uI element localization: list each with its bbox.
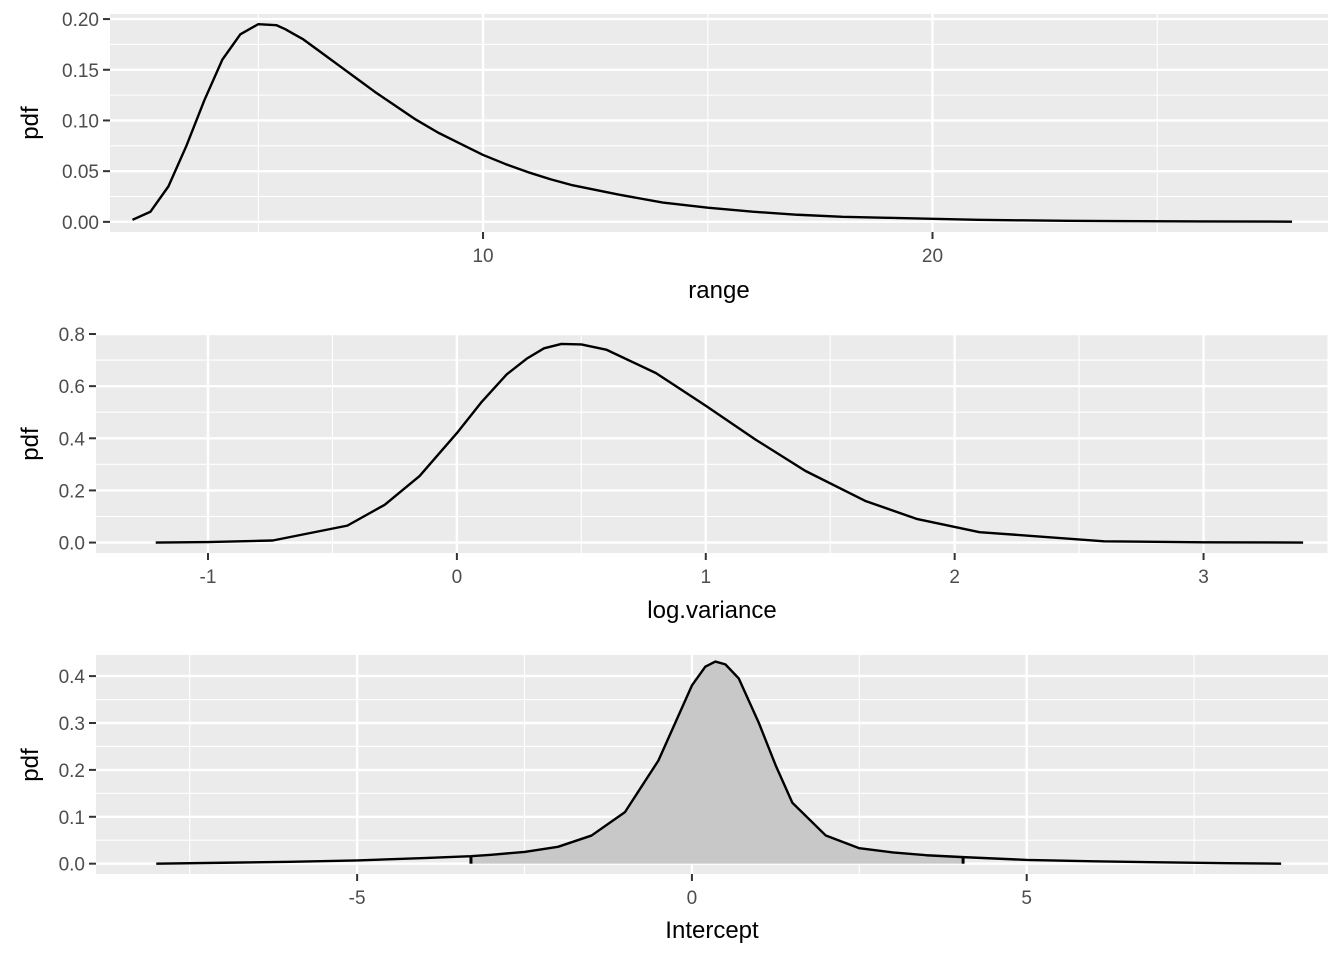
y-tick-label: 0.00 xyxy=(62,213,99,234)
panel-background xyxy=(96,334,1328,553)
y-tick-label: 0.6 xyxy=(59,377,85,398)
y-tick-label: 0.0 xyxy=(59,534,85,555)
x-axis-title: log.variance xyxy=(647,597,776,624)
y-tick-label: 0.4 xyxy=(59,429,86,450)
x-tick-label: 20 xyxy=(922,246,943,267)
x-axis-title: range xyxy=(688,277,749,304)
x-tick-label: 3 xyxy=(1198,567,1209,588)
shaded-area xyxy=(470,661,964,864)
y-axis-title: pdf xyxy=(17,748,44,782)
y-tick-label: 0.2 xyxy=(59,481,85,502)
y-tick-label: 0.4 xyxy=(59,667,86,688)
panel-1: 0.00 0.05 0.10 0.15 0.20 10 20 range pdf xyxy=(17,10,1328,304)
panel-2: 0.0 0.2 0.4 0.6 0.8 -1 0 1 2 3 log.variance pdf xyxy=(17,325,1329,624)
y-axis-title: pdf xyxy=(17,106,44,140)
y-tick-label: 0.2 xyxy=(59,761,85,782)
panel-3: 0.0 0.1 0.2 0.3 0.4 -5 0 5 Intercept pdf xyxy=(17,655,1328,944)
y-tick-label: 0.3 xyxy=(59,714,85,735)
density-line xyxy=(156,660,1282,865)
density-line xyxy=(155,342,1304,544)
y-tick-label: 0.10 xyxy=(62,111,99,132)
x-tick-label: 1 xyxy=(700,567,711,588)
x-tick-label: -5 xyxy=(349,888,366,909)
x-tick-label: 5 xyxy=(1021,888,1032,909)
x-tick-label: 0 xyxy=(452,567,463,588)
x-tick-label: 0 xyxy=(687,888,698,909)
y-tick-label: 0.20 xyxy=(62,10,99,31)
x-tick-label: 10 xyxy=(472,246,493,267)
y-tick-label: 0.05 xyxy=(62,162,99,183)
x-tick-label: -1 xyxy=(200,567,217,588)
y-tick-label: 0.8 xyxy=(59,325,85,346)
density-line xyxy=(131,22,1293,223)
y-tick-label: 0.1 xyxy=(59,808,85,829)
y-tick-label: 0.0 xyxy=(59,855,85,876)
y-axis-title: pdf xyxy=(17,427,44,461)
y-tick-label: 0.15 xyxy=(62,61,99,82)
x-tick-label: 2 xyxy=(949,567,960,588)
panel-background xyxy=(110,14,1328,232)
x-axis-title: Intercept xyxy=(665,917,759,944)
